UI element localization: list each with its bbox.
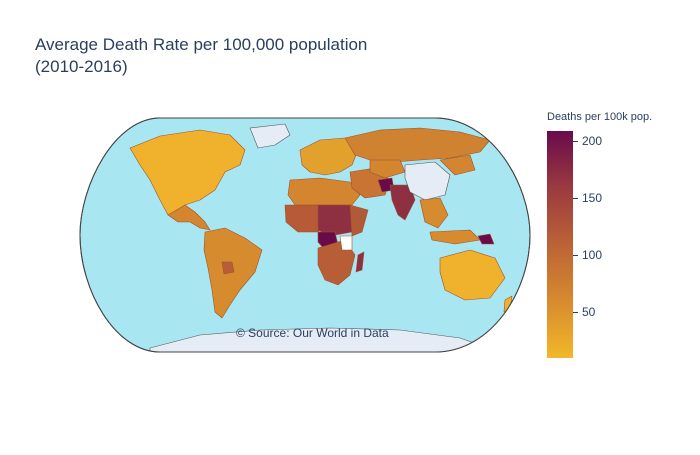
colorbar-tick-50: 50 [582,305,596,319]
globe-outline [79,117,531,353]
region-no-data-africa[interactable] [339,235,353,251]
colorbar [547,131,573,358]
region-russia[interactable] [344,127,491,163]
region-mongolia-east[interactable] [439,154,476,176]
region-southeast-asia[interactable] [419,197,449,229]
region-north-america[interactable] [129,129,246,221]
region-papua-new-guinea[interactable] [477,233,495,245]
chart-title: Average Death Rate per 100,000 populatio… [35,34,367,78]
region-north-africa[interactable] [287,177,361,206]
source-annotation: © Source: Our World in Data [236,326,389,340]
colorbar-tickmark [573,312,578,313]
colorbar-tickmark [573,198,578,199]
region-indonesia[interactable] [429,229,481,245]
colorbar-title: Deaths per 100k pop. [547,111,653,123]
region-europe[interactable] [299,137,361,176]
region-greenland[interactable] [249,123,291,149]
region-australia[interactable] [439,249,506,301]
region-bolivia[interactable] [221,261,235,275]
chart-title-line1: Average Death Rate per 100,000 populatio… [35,35,368,54]
region-mexico-central-america[interactable] [167,204,211,231]
region-south-america[interactable] [203,227,263,319]
region-china[interactable] [404,161,451,201]
colorbar-tick-100: 100 [582,248,603,262]
region-madagascar[interactable] [355,251,365,273]
colorbar-tick-200: 200 [582,134,603,148]
region-antarctica[interactable] [149,327,501,352]
colorbar-tick-150: 150 [582,191,603,205]
region-central-asia[interactable] [369,159,406,179]
colorbar-tickmark [573,141,578,142]
colorbar-tickmark [573,255,578,256]
chart-title-line2: (2010-2016) [35,57,128,76]
region-east-africa[interactable] [349,204,369,237]
